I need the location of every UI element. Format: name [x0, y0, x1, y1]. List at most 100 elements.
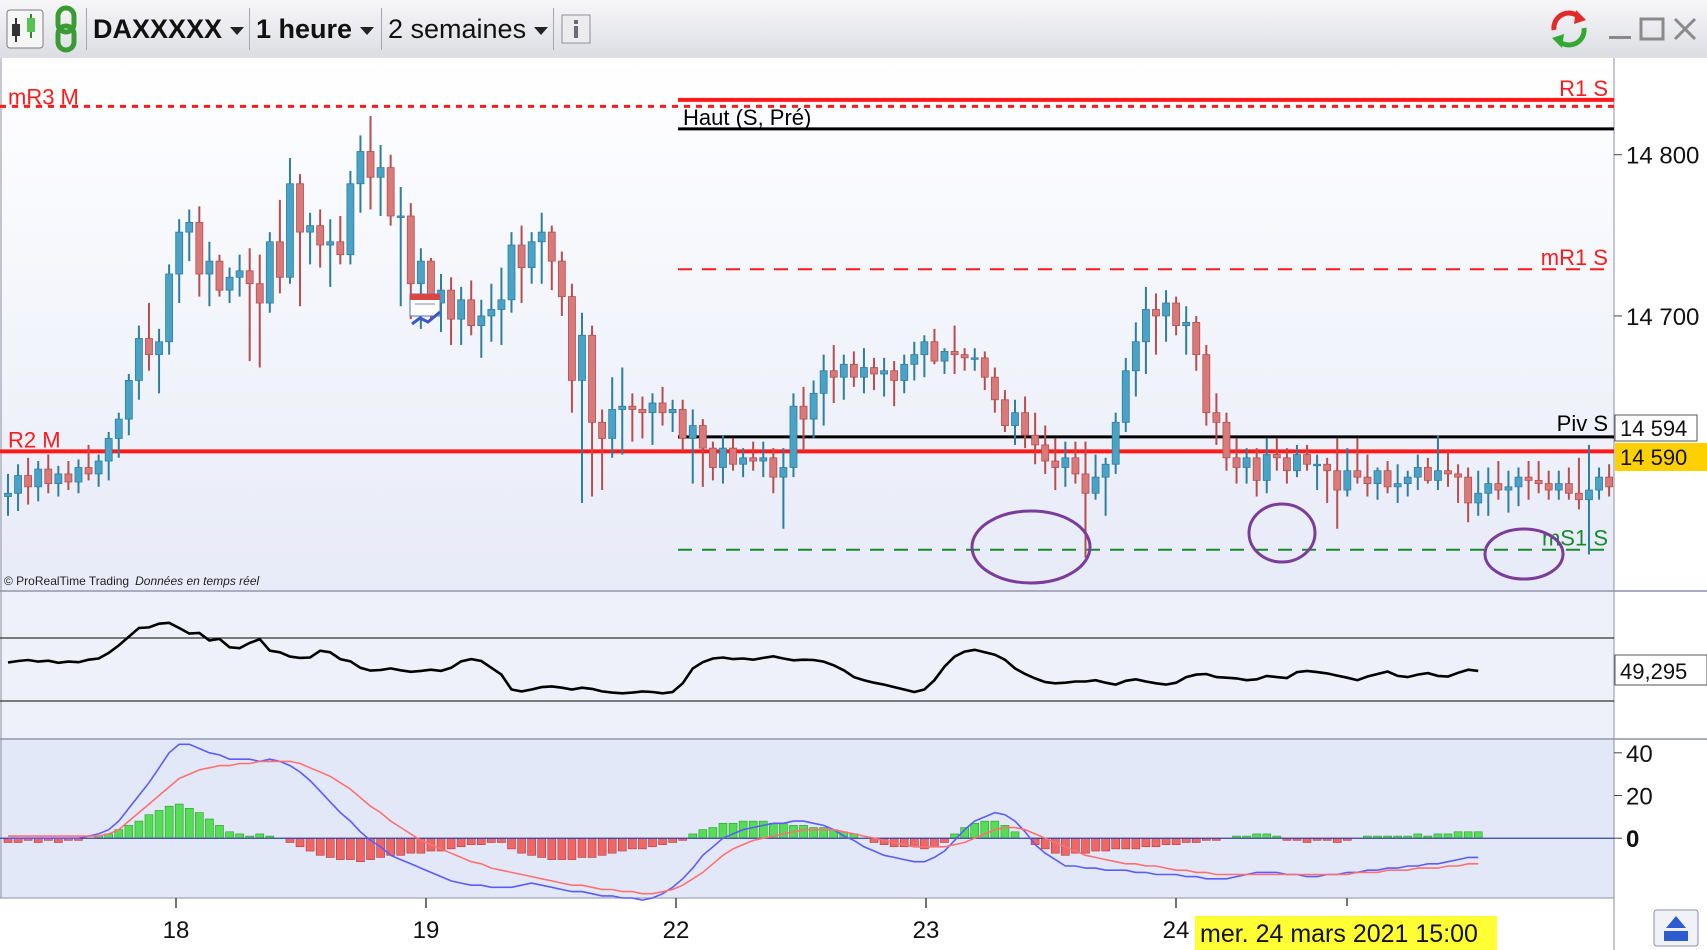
candle [1142, 286, 1150, 374]
chevron-down-icon [534, 26, 549, 35]
histogram-bar [487, 837, 496, 843]
histogram-bar [1101, 837, 1110, 852]
candle [1534, 461, 1543, 494]
candle [1041, 425, 1050, 474]
candle [356, 135, 365, 213]
histogram-bar [930, 837, 939, 848]
timeframe-selector[interactable]: 1 heure [256, 0, 375, 58]
histogram-bar [456, 837, 466, 848]
candle [517, 225, 526, 304]
candle [447, 277, 455, 345]
candle [578, 312, 586, 503]
candle [960, 348, 969, 371]
candle [1373, 467, 1382, 500]
candle [34, 461, 43, 502]
level-label: Haut (S, Pré) [683, 105, 811, 130]
candle [286, 157, 294, 284]
candle [1313, 454, 1321, 491]
candle [255, 254, 264, 368]
candle [386, 154, 395, 226]
candle [326, 219, 335, 287]
histogram-bar [1453, 831, 1463, 839]
histogram-bar [184, 808, 194, 839]
candle [306, 212, 315, 265]
candle [1464, 467, 1473, 523]
candle [588, 325, 596, 497]
level-label: Piv S [1557, 411, 1608, 436]
candle [235, 254, 244, 297]
candle [185, 209, 194, 262]
macd-tick-label: 0 [1626, 826, 1639, 853]
candle [1333, 438, 1342, 529]
candle [1051, 438, 1060, 491]
candle [165, 264, 174, 355]
candle [537, 212, 546, 284]
candle [1595, 467, 1603, 500]
histogram-bar [295, 837, 305, 848]
histogram-bar [195, 812, 204, 839]
candle [1434, 435, 1442, 491]
histogram-bar [1181, 837, 1191, 843]
minimize-icon[interactable] [1606, 0, 1634, 58]
candle [608, 377, 617, 458]
candle [366, 116, 375, 210]
histogram-bar [1111, 837, 1120, 850]
symbol-selector[interactable]: DAXXXXX [93, 0, 245, 58]
link-icon[interactable] [50, 0, 84, 58]
candle [205, 241, 214, 307]
candle [275, 199, 284, 294]
candle [568, 283, 576, 413]
candle [870, 357, 878, 391]
period-selector[interactable]: 2 semaines [388, 0, 549, 58]
candle [648, 393, 657, 445]
candle [1001, 390, 1009, 433]
close-icon[interactable] [1670, 0, 1700, 58]
watermark: © ProRealTime Trading Données en temps ré… [4, 574, 260, 588]
candle [507, 232, 516, 313]
candlestick-icon[interactable] [4, 0, 46, 58]
candle [980, 351, 989, 391]
histogram-bar [336, 837, 345, 860]
candle [729, 438, 737, 471]
histogram-bar [658, 837, 667, 845]
info-icon[interactable] [561, 0, 591, 58]
date-tick-label: 18 [163, 917, 190, 944]
level-label: mR1 S [1541, 245, 1608, 270]
histogram-bar [164, 805, 174, 839]
level-label: R2 M [8, 427, 61, 452]
chevron-down-icon [360, 26, 375, 35]
candle [1585, 444, 1593, 555]
scroll-to-end-button[interactable] [1653, 909, 1699, 947]
candle [1353, 438, 1362, 484]
candle [910, 341, 919, 381]
candle [940, 348, 949, 374]
candle [769, 448, 778, 494]
histogram-bar [970, 822, 980, 839]
candle [1544, 470, 1553, 500]
candle [1474, 470, 1483, 516]
histogram-bar [507, 837, 516, 850]
histogram-bar [1413, 833, 1423, 839]
histogram-bar [466, 837, 476, 845]
histogram-bar [255, 833, 265, 839]
news-event-icon[interactable] [409, 293, 441, 326]
candle [457, 286, 466, 345]
candle [1564, 467, 1573, 500]
candle [698, 419, 707, 487]
histogram-bar [1091, 837, 1100, 852]
candle [497, 267, 506, 345]
macd-histogram [3, 803, 1483, 863]
candle [1393, 464, 1402, 503]
histogram-bar [587, 837, 597, 858]
refresh-arrows-icon[interactable] [1546, 0, 1592, 58]
toolbar: DAXXXXX 1 heure 2 semaines [0, 0, 1707, 59]
candle [145, 303, 153, 371]
macd-line [8, 743, 1479, 901]
histogram-bar [325, 837, 335, 858]
candle [215, 254, 224, 297]
candle [74, 459, 83, 494]
candle [265, 232, 274, 313]
candle [1303, 444, 1311, 471]
maximize-icon[interactable] [1638, 0, 1666, 58]
